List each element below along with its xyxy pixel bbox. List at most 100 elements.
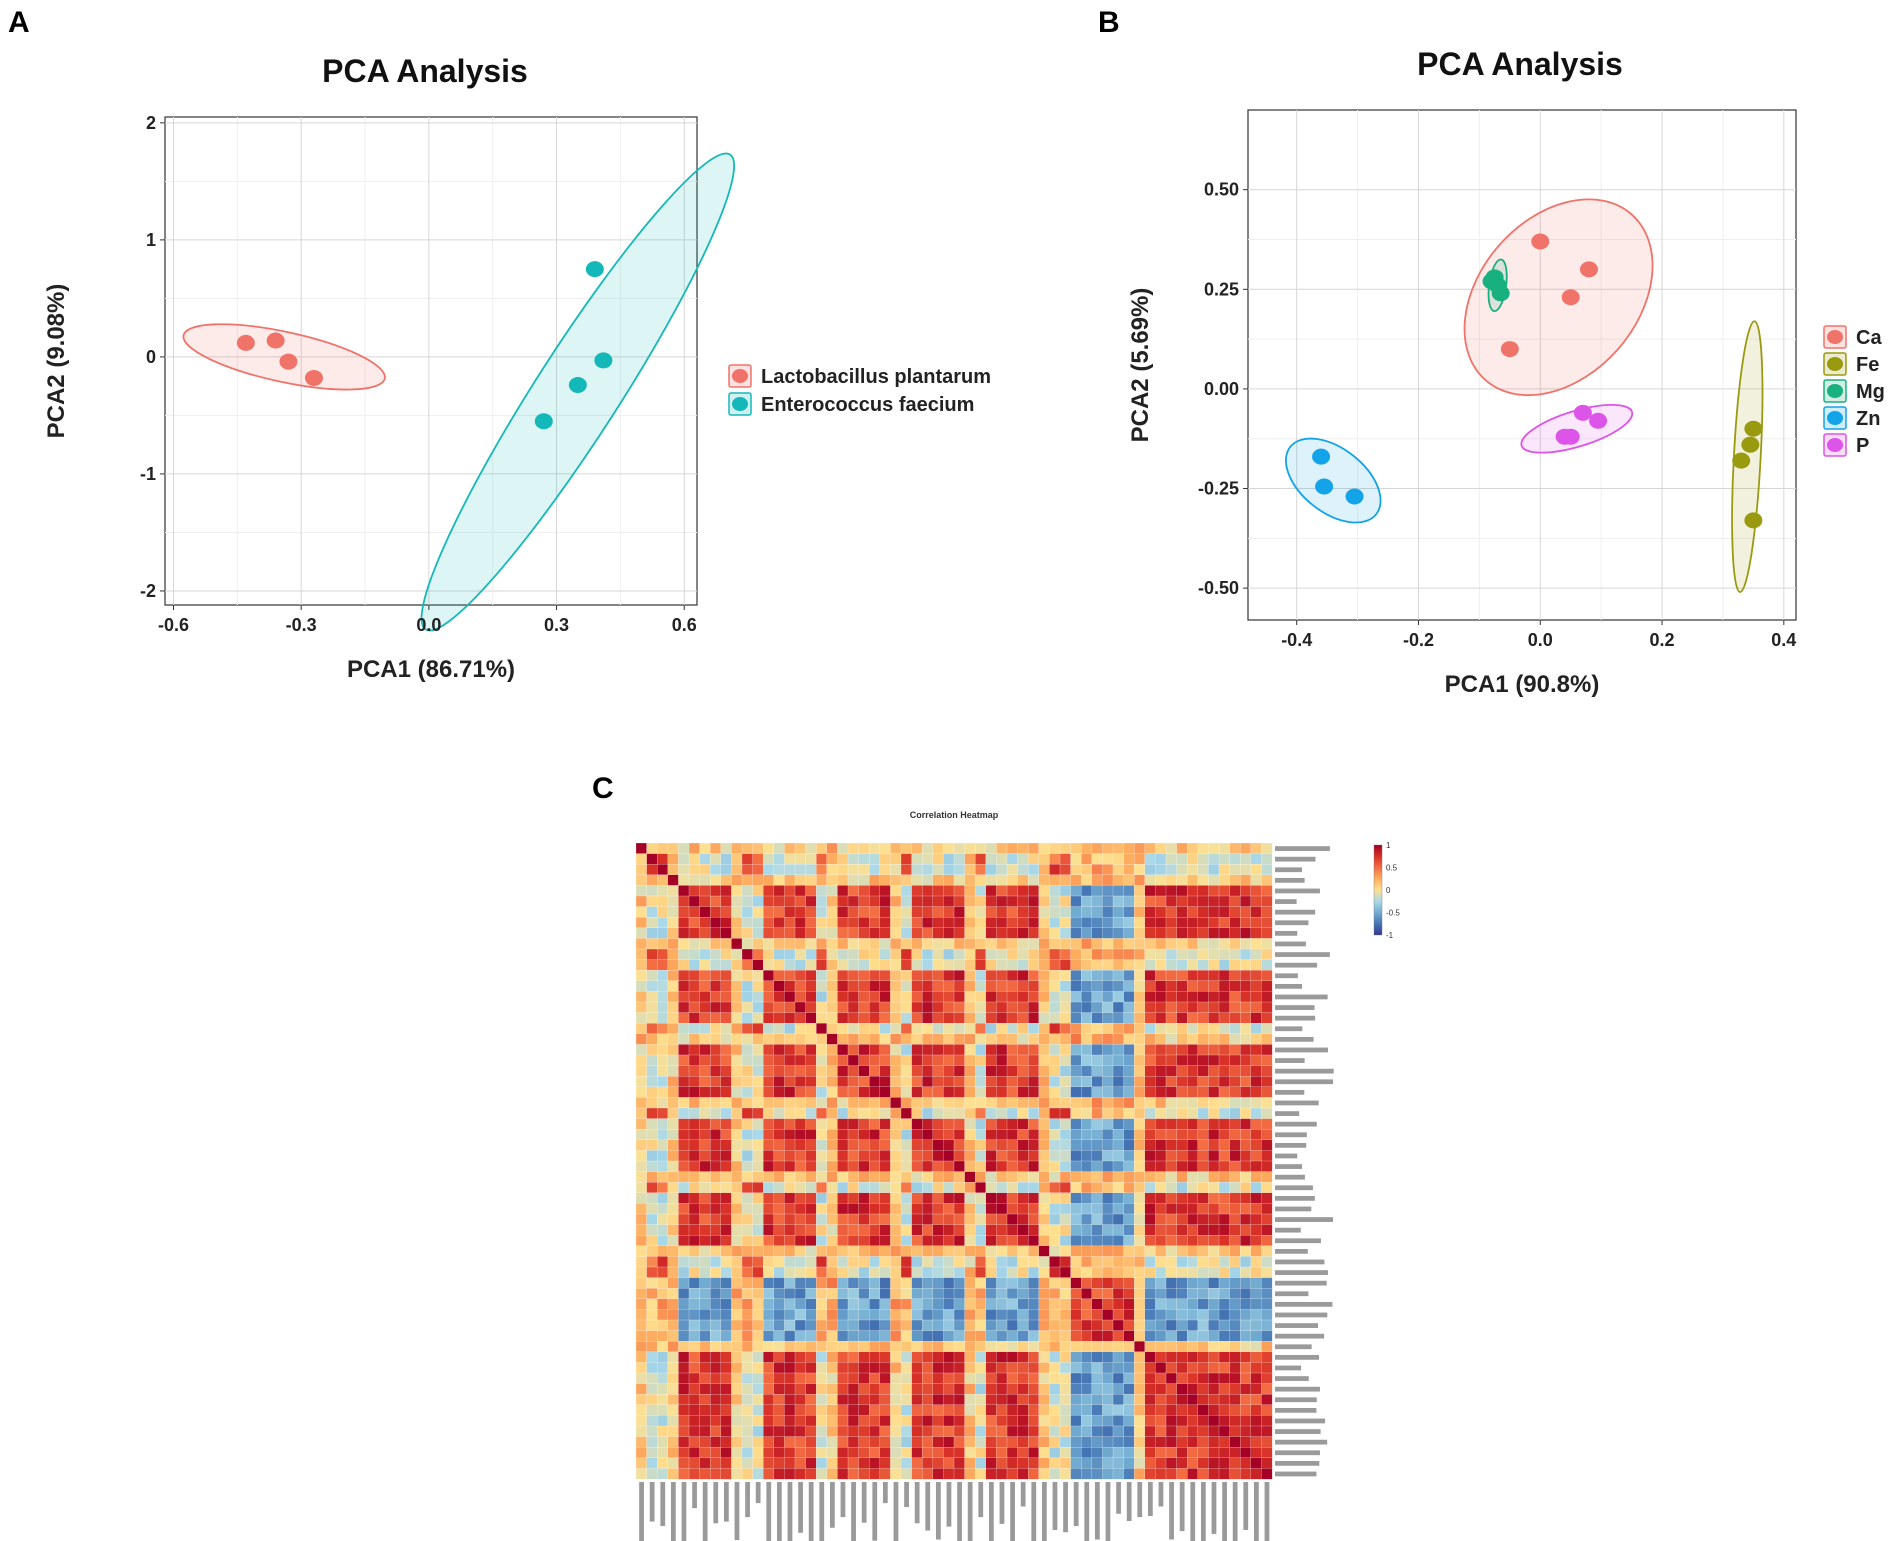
heatmap-cell bbox=[1123, 1266, 1135, 1279]
heatmap-cell bbox=[1102, 1235, 1114, 1247]
heatmap-cell bbox=[1123, 1341, 1135, 1353]
heatmap-cell bbox=[1112, 885, 1125, 897]
heatmap-cell bbox=[1123, 1203, 1135, 1215]
heatmap-cell bbox=[1144, 991, 1156, 1003]
heatmap-cell bbox=[1081, 1383, 1093, 1395]
heatmap-cell bbox=[1038, 1139, 1050, 1151]
heatmap-cell bbox=[773, 842, 785, 855]
heatmap-cell bbox=[752, 1192, 764, 1204]
heatmap-cell bbox=[922, 1150, 934, 1162]
heatmap-cell bbox=[1144, 1309, 1156, 1321]
heatmap-cell bbox=[847, 1235, 860, 1247]
heatmap-cell bbox=[890, 1192, 902, 1204]
heatmap-cell bbox=[773, 864, 785, 876]
heatmap-cell bbox=[1070, 1224, 1082, 1236]
heatmap-cell bbox=[1070, 1383, 1082, 1395]
heatmap-cell bbox=[678, 1001, 690, 1014]
heatmap-cell bbox=[731, 970, 743, 982]
heatmap-cell bbox=[688, 1235, 701, 1247]
heatmap-cell bbox=[943, 853, 955, 865]
heatmap-cell bbox=[922, 1319, 934, 1332]
heatmap-cell bbox=[710, 1012, 722, 1024]
heatmap-cell bbox=[922, 1224, 934, 1236]
legend-marker-p bbox=[1827, 438, 1843, 452]
heatmap-cell bbox=[688, 938, 701, 950]
heatmap-cell bbox=[805, 917, 817, 929]
heatmap-cell bbox=[1229, 1107, 1241, 1120]
heatmap-cell bbox=[657, 1319, 669, 1332]
heatmap-cell bbox=[985, 906, 997, 918]
heatmap-cell bbox=[837, 959, 849, 971]
heatmap-cell bbox=[1229, 1033, 1241, 1045]
heatmap-cell bbox=[1059, 1213, 1072, 1226]
heatmap-cell bbox=[1102, 1182, 1114, 1194]
heatmap-cell bbox=[1006, 1150, 1019, 1162]
row-label bbox=[1275, 1471, 1317, 1477]
heatmap-cell bbox=[943, 1330, 955, 1342]
heatmap-cell bbox=[1218, 1213, 1231, 1226]
heatmap-cell bbox=[932, 1256, 944, 1268]
heatmap-cell bbox=[667, 1076, 679, 1088]
heatmap-cell bbox=[710, 1266, 722, 1279]
heatmap-cell bbox=[900, 1129, 913, 1141]
heatmap-cell bbox=[1197, 1447, 1209, 1459]
heatmap-cell bbox=[1261, 948, 1273, 961]
heatmap-cell bbox=[657, 1129, 669, 1141]
heatmap-cell bbox=[635, 885, 648, 897]
data-point-p bbox=[1573, 404, 1592, 421]
heatmap-cell bbox=[1123, 1139, 1135, 1151]
x-tick-label: 0.0 bbox=[1528, 630, 1553, 650]
heatmap-cell bbox=[1187, 1319, 1199, 1332]
heatmap-cell bbox=[826, 1288, 838, 1300]
heatmap-cell bbox=[657, 1277, 669, 1289]
heatmap-cell bbox=[1240, 906, 1252, 918]
heatmap-cell bbox=[858, 917, 870, 929]
heatmap-cell bbox=[1123, 853, 1135, 865]
heatmap-cell bbox=[1155, 1150, 1167, 1162]
heatmap-cell bbox=[794, 1372, 807, 1385]
heatmap-cell bbox=[784, 1372, 796, 1385]
heatmap-cell bbox=[943, 917, 955, 929]
heatmap-cell bbox=[964, 1235, 976, 1247]
heatmap-cell bbox=[985, 1160, 997, 1173]
heatmap-cell bbox=[635, 1245, 648, 1257]
heatmap-cell bbox=[1165, 1298, 1178, 1310]
heatmap-cell bbox=[1261, 980, 1273, 992]
heatmap-cell bbox=[1197, 1436, 1209, 1448]
heatmap-cell bbox=[964, 1001, 976, 1014]
heatmap-cell bbox=[869, 938, 881, 950]
heatmap-cell bbox=[784, 1150, 796, 1162]
heatmap-cell bbox=[1197, 853, 1209, 865]
heatmap-cell bbox=[752, 948, 764, 961]
heatmap-cell bbox=[1197, 1129, 1209, 1141]
heatmap-cell bbox=[1102, 1076, 1114, 1088]
heatmap-cell bbox=[858, 1065, 870, 1077]
heatmap-cell bbox=[1165, 864, 1178, 876]
heatmap-cell bbox=[667, 948, 679, 961]
column-label bbox=[745, 1482, 750, 1518]
heatmap-cell bbox=[869, 864, 881, 876]
heatmap-cell bbox=[1070, 1160, 1082, 1173]
heatmap-cell bbox=[1123, 917, 1135, 929]
heatmap-cell bbox=[805, 1203, 817, 1215]
heatmap-cell bbox=[1006, 906, 1019, 918]
heatmap-cell bbox=[805, 885, 817, 897]
heatmap-cell bbox=[646, 1054, 658, 1067]
heatmap-cell bbox=[1059, 1447, 1072, 1459]
heatmap-cell bbox=[1091, 1447, 1103, 1459]
heatmap-cell bbox=[667, 1447, 679, 1459]
heatmap-cell bbox=[731, 1309, 743, 1321]
heatmap-cell bbox=[1049, 1468, 1061, 1480]
heatmap-cell bbox=[1165, 1076, 1178, 1088]
heatmap-cell bbox=[752, 938, 764, 950]
heatmap-cell bbox=[826, 1086, 838, 1098]
heatmap-cell bbox=[1165, 1309, 1178, 1321]
heatmap-cell bbox=[996, 1044, 1008, 1056]
heatmap-cell bbox=[1250, 1001, 1262, 1014]
heatmap-cell bbox=[752, 1160, 764, 1173]
heatmap-cell bbox=[1208, 1394, 1220, 1406]
heatmap-cell bbox=[911, 1309, 923, 1321]
heatmap-cell bbox=[953, 991, 966, 1003]
heatmap-cell bbox=[1208, 959, 1220, 971]
heatmap-cell bbox=[773, 1033, 785, 1045]
